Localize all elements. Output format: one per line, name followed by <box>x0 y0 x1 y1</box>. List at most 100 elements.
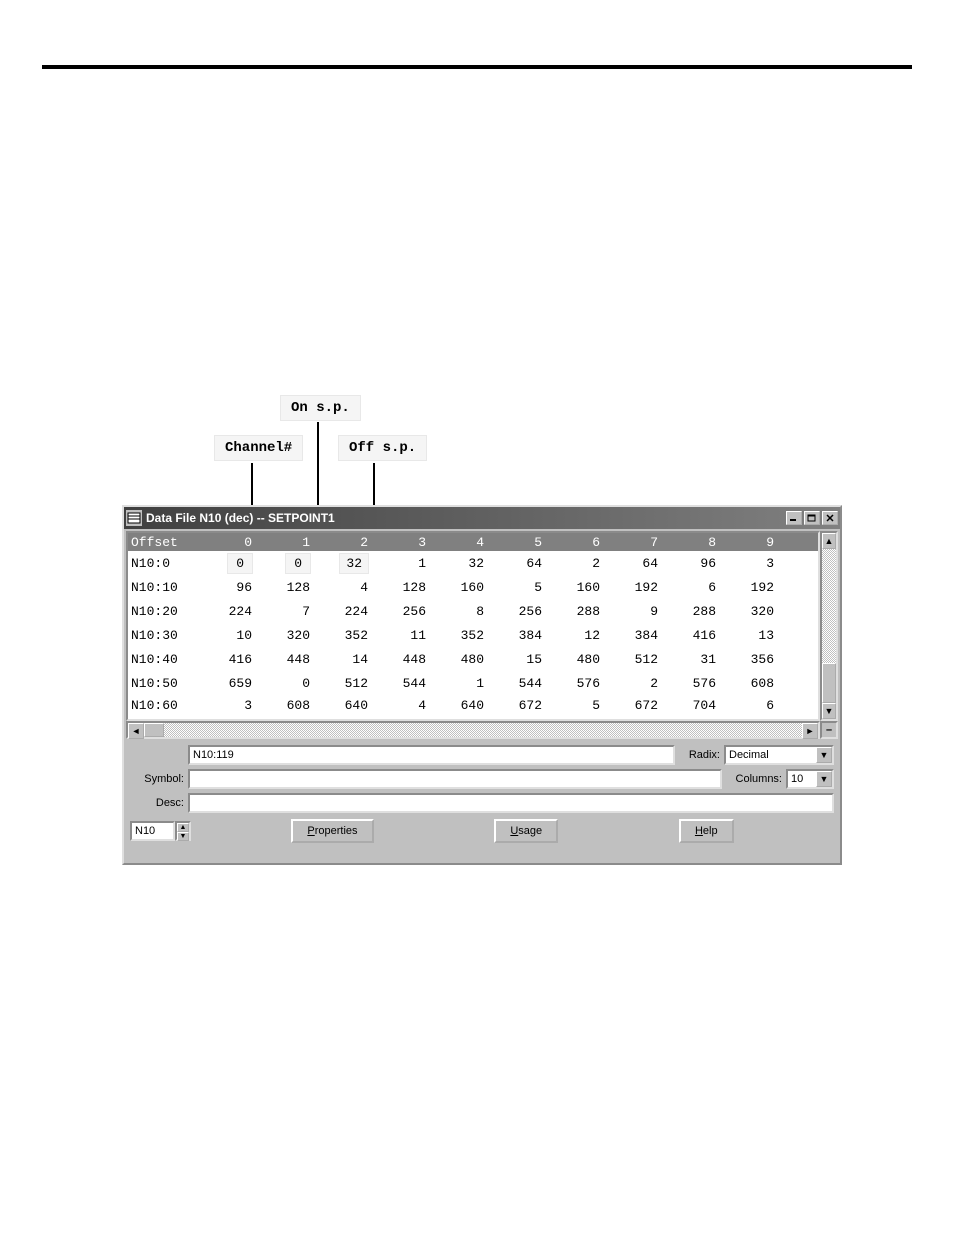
cell[interactable]: 31 <box>664 652 722 667</box>
maximize-button[interactable] <box>804 511 820 525</box>
cell[interactable]: 672 <box>606 698 664 713</box>
cell[interactable]: 659 <box>200 676 258 691</box>
cell[interactable]: 384 <box>490 628 548 643</box>
data-grid[interactable]: Offset 0 1 2 3 4 5 6 7 8 9 N10:0 0 0 32 <box>126 531 820 721</box>
columns-dropdown-button[interactable]: ▼ <box>816 771 832 787</box>
cell[interactable]: 2 <box>606 676 664 691</box>
cell[interactable]: 0 <box>258 676 316 691</box>
cell[interactable]: 9 <box>606 604 664 619</box>
cell-on-sp[interactable]: 0 <box>286 554 310 573</box>
radix-dropdown-button[interactable]: ▼ <box>816 747 832 763</box>
grid-row[interactable]: N10:40 416 448 14 448 480 15 480 512 31 … <box>128 647 818 671</box>
cell[interactable]: 384 <box>606 628 664 643</box>
cell[interactable]: 608 <box>722 676 780 691</box>
help-button[interactable]: Help <box>679 819 734 843</box>
cell[interactable]: 64 <box>606 556 664 571</box>
cell[interactable]: 8 <box>432 604 490 619</box>
grid-row[interactable]: N10:0 0 0 32 1 32 64 2 64 96 3 <box>128 551 818 575</box>
cell[interactable]: 224 <box>316 604 374 619</box>
grid-row[interactable]: N10:60 3 608 640 4 640 672 5 672 704 6 <box>128 695 818 715</box>
close-button[interactable] <box>822 511 838 525</box>
cell[interactable]: 544 <box>374 676 432 691</box>
cell-channel[interactable]: 0 <box>228 554 252 573</box>
cell[interactable]: 13 <box>722 628 780 643</box>
scroll-track-vertical[interactable] <box>822 549 836 703</box>
cell[interactable]: 10 <box>200 628 258 643</box>
cell[interactable]: 416 <box>200 652 258 667</box>
cell[interactable]: 640 <box>432 698 490 713</box>
cell[interactable]: 32 <box>432 556 490 571</box>
cell[interactable]: 15 <box>490 652 548 667</box>
cell[interactable]: 320 <box>258 628 316 643</box>
cell[interactable]: 3 <box>200 698 258 713</box>
cell[interactable]: 704 <box>664 698 722 713</box>
file-number-spinner[interactable]: ▲ ▼ <box>175 821 191 841</box>
cell[interactable]: 4 <box>316 580 374 595</box>
cell[interactable]: 128 <box>258 580 316 595</box>
scroll-right-button[interactable]: ► <box>802 723 818 739</box>
cell[interactable]: 6 <box>664 580 722 595</box>
columns-dropdown[interactable]: 10 ▼ <box>786 769 834 789</box>
cell[interactable]: 512 <box>606 652 664 667</box>
cell[interactable]: 1 <box>374 556 432 571</box>
cell[interactable]: 576 <box>548 676 606 691</box>
cell[interactable]: 160 <box>548 580 606 595</box>
cell[interactable]: 256 <box>490 604 548 619</box>
scroll-left-button[interactable]: ◄ <box>128 723 144 739</box>
radix-dropdown[interactable]: Decimal ▼ <box>724 745 834 765</box>
file-spin-down[interactable]: ▼ <box>177 832 189 841</box>
cell[interactable]: 7 <box>258 604 316 619</box>
cell[interactable]: 352 <box>432 628 490 643</box>
usage-button[interactable]: Usage <box>494 819 558 843</box>
cell[interactable]: 416 <box>664 628 722 643</box>
cell[interactable]: 5 <box>490 580 548 595</box>
cell-off-sp[interactable]: 32 <box>340 554 368 573</box>
cell[interactable]: 14 <box>316 652 374 667</box>
scroll-down-button[interactable]: ▼ <box>822 703 836 719</box>
cell[interactable]: 288 <box>548 604 606 619</box>
scroll-thumb-vertical[interactable] <box>822 663 836 703</box>
horizontal-scrollbar[interactable]: ◄ ► <box>126 721 820 739</box>
file-spin-up[interactable]: ▲ <box>177 823 189 832</box>
cell[interactable]: 512 <box>316 676 374 691</box>
cell[interactable]: 192 <box>722 580 780 595</box>
cell[interactable]: 96 <box>200 580 258 595</box>
cell[interactable]: 544 <box>490 676 548 691</box>
cell[interactable]: 6 <box>722 698 780 713</box>
symbol-input[interactable] <box>188 769 722 789</box>
cell[interactable]: 12 <box>548 628 606 643</box>
cell[interactable]: 11 <box>374 628 432 643</box>
cell[interactable]: 5 <box>548 698 606 713</box>
grid-row[interactable]: N10:50 659 0 512 544 1 544 576 2 576 608 <box>128 671 818 695</box>
cell[interactable]: 224 <box>200 604 258 619</box>
cell[interactable]: 128 <box>374 580 432 595</box>
cell[interactable]: 288 <box>664 604 722 619</box>
desc-input[interactable] <box>188 793 834 813</box>
cell[interactable]: 3 <box>722 556 780 571</box>
scroll-up-button[interactable]: ▲ <box>822 533 836 549</box>
grid-row[interactable]: N10:20 224 7 224 256 8 256 288 9 288 320 <box>128 599 818 623</box>
cell[interactable]: 608 <box>258 698 316 713</box>
minimize-button[interactable] <box>786 511 802 525</box>
scroll-track-horizontal[interactable] <box>144 723 802 737</box>
grid-row[interactable]: N10:30 10 320 352 11 352 384 12 384 416 … <box>128 623 818 647</box>
address-input[interactable] <box>188 745 675 765</box>
cell[interactable]: 1 <box>432 676 490 691</box>
properties-button[interactable]: Properties <box>291 819 373 843</box>
cell[interactable]: 448 <box>258 652 316 667</box>
cell[interactable]: 96 <box>664 556 722 571</box>
cell[interactable]: 320 <box>722 604 780 619</box>
cell[interactable]: 160 <box>432 580 490 595</box>
cell[interactable]: 672 <box>490 698 548 713</box>
cell[interactable]: 576 <box>664 676 722 691</box>
cell[interactable]: 448 <box>374 652 432 667</box>
vertical-scrollbar[interactable]: ▲ ▼ <box>820 531 838 721</box>
cell[interactable]: 64 <box>490 556 548 571</box>
cell[interactable]: 4 <box>374 698 432 713</box>
scroll-thumb-horizontal[interactable] <box>144 723 164 737</box>
cell[interactable]: 480 <box>548 652 606 667</box>
cell[interactable]: 480 <box>432 652 490 667</box>
cell[interactable]: 352 <box>316 628 374 643</box>
cell[interactable]: 356 <box>722 652 780 667</box>
cell[interactable]: 256 <box>374 604 432 619</box>
